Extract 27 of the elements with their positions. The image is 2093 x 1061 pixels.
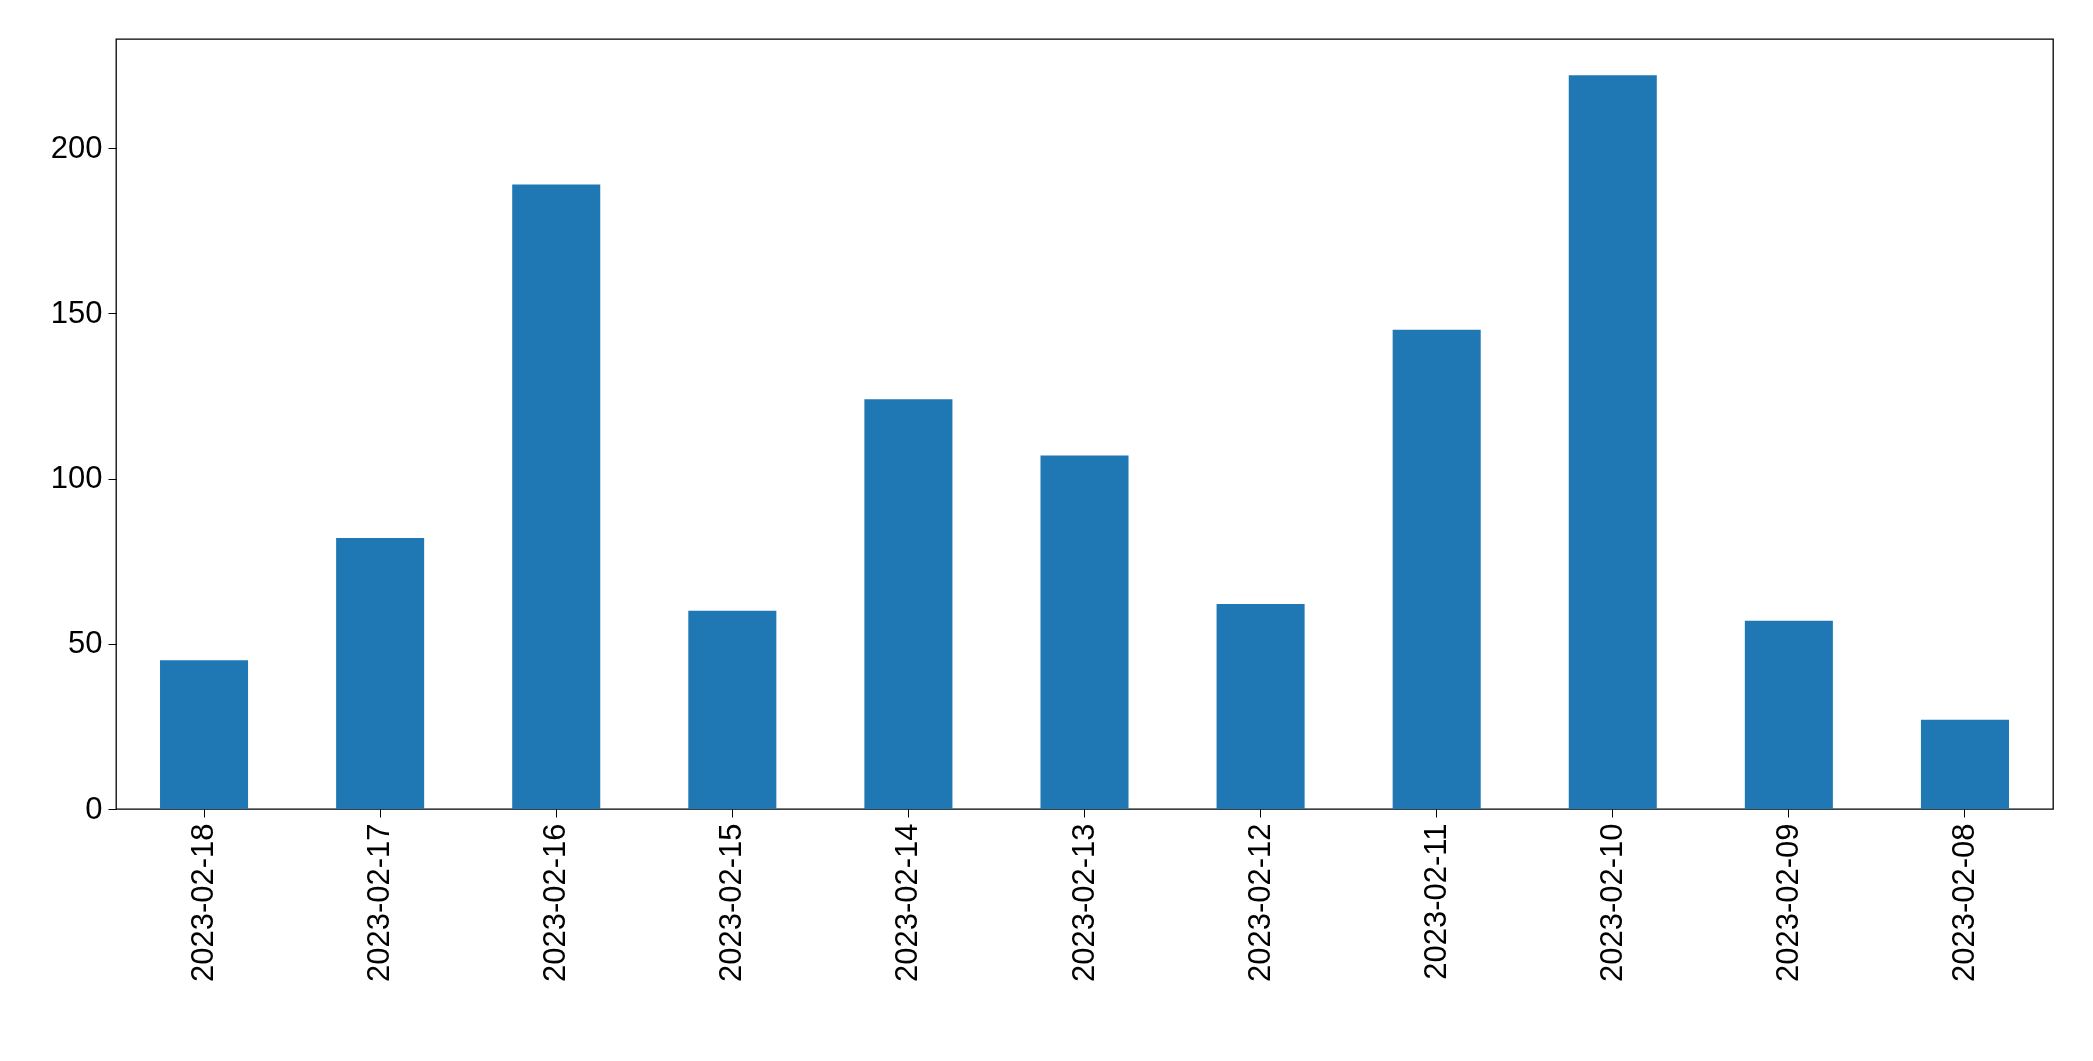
y-tick-label: 100: [50, 460, 103, 496]
x-tick-label: 2023-02-09: [1769, 823, 1805, 983]
x-tick-label: 2023-02-08: [1945, 823, 1981, 983]
x-tick-label: 2023-02-12: [1241, 823, 1277, 983]
y-tick-label: 0: [85, 790, 103, 826]
x-tick-label: 2023-02-10: [1593, 823, 1629, 983]
x-tick-label: 2023-02-18: [185, 823, 221, 983]
bar: [1392, 329, 1481, 809]
x-tick-label: 2023-02-16: [537, 823, 573, 983]
y-tick-label: 150: [50, 294, 103, 330]
bar: [336, 538, 425, 809]
x-tick-label: 2023-02-13: [1065, 823, 1101, 983]
bar: [1568, 75, 1657, 809]
x-tick-label: 2023-02-11: [1417, 823, 1453, 980]
bar: [160, 660, 249, 809]
y-tick-label: 200: [50, 129, 103, 165]
bar: [1216, 604, 1305, 809]
bar: [688, 610, 777, 809]
x-tick-label: 2023-02-17: [361, 823, 397, 983]
bar: [864, 399, 953, 809]
y-tick-label: 50: [68, 625, 103, 661]
bar: [1920, 719, 2009, 809]
x-tick-label: 2023-02-15: [713, 823, 749, 983]
bar: [512, 184, 601, 809]
bar: [1744, 620, 1833, 809]
bar: [1040, 455, 1129, 809]
x-tick-label: 2023-02-14: [889, 823, 925, 983]
